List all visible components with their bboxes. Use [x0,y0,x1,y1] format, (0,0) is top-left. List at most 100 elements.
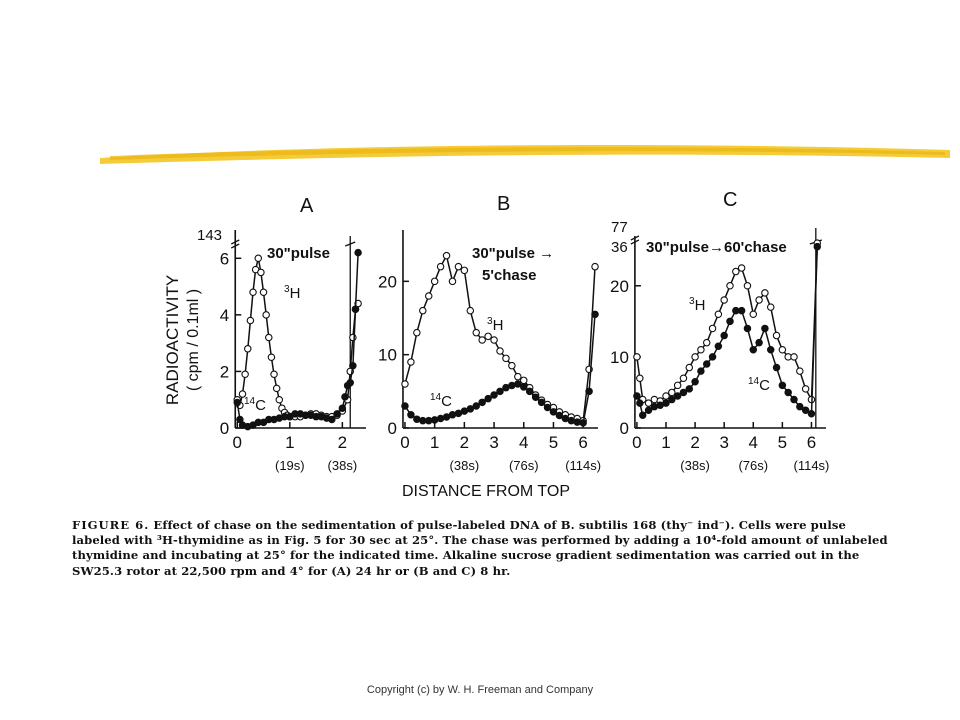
data-point-14c [525,387,534,396]
data-point-3h [267,353,276,362]
y-tick-label: 10 [378,346,397,365]
data-point-3h [424,292,433,300]
data-point-14c [514,380,522,388]
data-point-14c [636,399,644,407]
data-point-14c [685,385,694,393]
x-tick-label: 0 [233,433,242,452]
series-label-b-3h: 3H [487,316,503,334]
data-point-3h [801,385,810,393]
data-point-3h [262,311,270,319]
data-point-3h [673,381,682,390]
x-tick-label: 0 [632,433,641,452]
y-axis-label-line2: ( cpm / 0.1ml ) [185,289,202,391]
x-tick-label: 2 [460,433,469,452]
figure-6-plots: A B C RADIOACTIVITY ( cpm / 0.1ml ) DIST… [163,189,829,500]
data-point-14c [354,248,362,257]
annotation-b-line2: 5'chase [482,267,536,284]
figure-caption: FIGURE 6. Effect of chase on the sedimen… [72,518,917,579]
data-point-14c [401,402,409,410]
data-point-14c [466,405,475,413]
data-point-14c [679,388,688,397]
y-tick-label: 4 [220,306,229,325]
data-point-14c [567,416,576,425]
x-tick-label: 1 [285,433,294,452]
data-point-14c [714,342,723,350]
data-point-14c [737,306,746,315]
data-point-14c [766,346,775,354]
data-point-14c [644,406,653,414]
data-point-14c [702,360,711,368]
data-point-14c [573,418,581,426]
caption-line4: SW25.3 rotor at 22,500 rpm and 4° for (A… [72,563,511,578]
data-point-3h [726,282,734,290]
data-point-14c [801,406,810,414]
data-point-3h [401,380,409,388]
secondary-x-tick-label: (38s) [680,458,710,473]
data-point-14c [784,388,792,397]
data-point-3h [419,306,427,315]
data-point-14c [496,387,504,396]
axis-break-mark [630,235,640,241]
data-point-3h [691,353,699,361]
data-point-3h [275,395,284,404]
x-tick-label: 4 [749,433,758,452]
y-tick-label: 10 [610,348,629,367]
data-point-3h [454,262,463,271]
data-point-14c [341,393,349,401]
data-point-14c [472,402,480,410]
data-point-3h [520,376,528,385]
data-point-14c [668,395,676,404]
secondary-x-tick-label: (76s) [738,458,768,473]
y-tick-label: 20 [610,277,629,296]
data-point-14c [531,393,540,401]
data-point-3h [755,296,763,304]
data-point-3h [737,264,746,272]
data-point-14c [772,363,781,372]
data-point-3h [662,392,670,400]
data-point-3h [490,336,498,344]
data-point-14c [520,383,528,391]
data-point-3h [484,332,492,341]
x-axis-label: DISTANCE FROM TOP [402,483,570,500]
x-tick-label: 2 [690,433,699,452]
annotation-b-line1: 30"pulse → [472,245,554,262]
highlighter-stroke [100,144,950,164]
data-point-3h [514,372,522,381]
data-point-14c [585,387,593,396]
panel-label-a: A [300,195,314,217]
data-point-3h [442,251,451,260]
data-point-14c [743,324,752,333]
panel-b-plot: 0 10 20 0 1 2 3 4 5 6 (38s) (76s) (114s) [378,230,601,473]
x-tick-label: 5 [549,433,558,452]
caption-line1: Effect of chase on the sedimentation of … [153,518,847,532]
y-tick-label: 2 [220,362,229,381]
secondary-x-tick-label: (38s) [328,458,358,473]
x-tick-label: 3 [489,433,498,452]
data-point-14c [755,338,763,347]
data-point-3h [241,370,249,379]
data-point-3h [685,363,694,372]
y-tick-label: 6 [220,249,229,268]
data-point-3h [679,374,688,382]
data-point-3h [436,262,445,271]
data-point-14c [333,410,341,418]
secondary-x-tick-label: (76s) [509,458,539,473]
series-label-a-3h: 3H [284,284,300,302]
axis-break-mark [230,239,240,245]
x-tick-label: 4 [519,433,528,452]
data-point-14c [508,381,516,390]
x-tick-label: 1 [661,433,670,452]
data-point-14c [579,419,587,427]
data-point-14c [673,392,682,400]
x-tick-label: 1 [430,433,439,452]
x-tick-label: 6 [578,433,587,452]
data-point-3h [246,316,255,325]
data-point-3h [496,347,504,355]
panel-a-plot: 0 2 4 6 0 1 2 (19s) (38s) [220,230,366,473]
data-point-14c [346,378,354,387]
secondary-x-tick-label: (38s) [450,458,480,473]
data-point-14c [328,415,336,424]
series-label-c-14c: 14C [748,376,770,394]
x-tick-label: 2 [338,433,347,452]
data-point-3h [478,336,486,344]
